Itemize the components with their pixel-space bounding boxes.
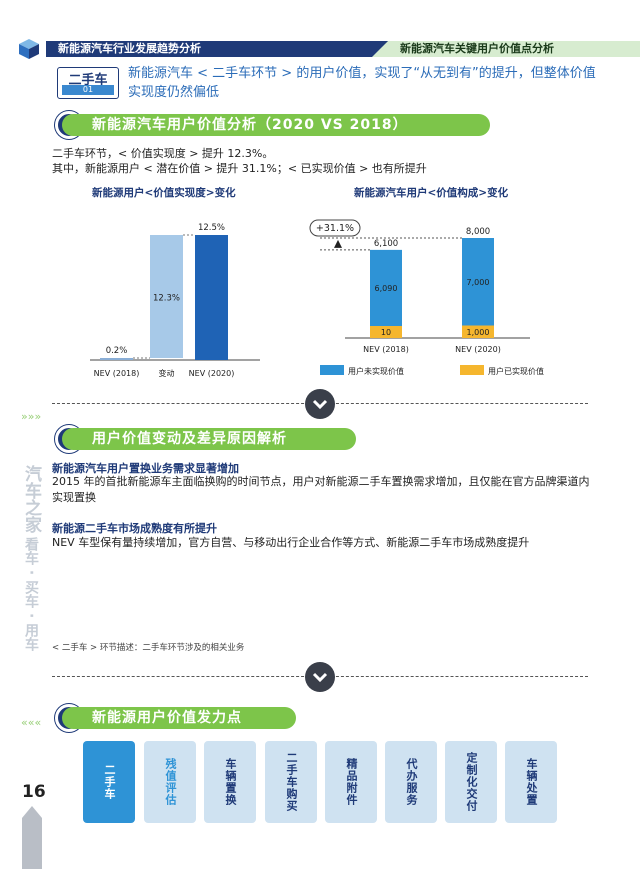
chart1-title: 新能源用户<价值实现度>变化 [92,187,236,199]
value-point-label: 精品附件 [345,758,358,806]
chart1-svg: 0.2% NEV (2018) 12.3% 变动 12.5% NEV (2020) [90,223,260,378]
reason1-text: 2015 年的首批新能源车主面临换购的时间节点，用户对新能源二手车置换需求增加，… [52,475,590,504]
badge-title: 二手车 [68,73,108,88]
side-slogan: 看车 · 买车 · 用车 [23,537,39,652]
section1-line1: 二手车环节，< 价值实现度 > 提升 12.3%。 [52,147,274,160]
chart2-unrealized-label: 7,000 [467,278,490,287]
value-point-box[interactable]: 代办服务 [385,741,437,823]
chart2-svg: 10 6,090 6,100 NEV (2018) 1,000 7,000 8,000 NEV… [309,219,544,376]
value-point-label: 二手车购买 [285,752,298,812]
reason2-title: 新能源二手车市场成熟度有所提升 [52,522,217,535]
chevron-down-icon [305,389,335,419]
value-point-label: 车辆置换 [224,758,237,806]
section3-title: 新能源用户价值发力点 [62,707,296,729]
chevron-down-icon [305,662,335,692]
annotation-pill [309,219,361,237]
chart1-value-label: 12.3% [153,294,180,304]
chart2-total-label: 6,100 [374,239,398,249]
value-point-box[interactable]: 残值评估 [144,741,196,823]
chart1-value-label: 12.5% [198,223,225,233]
value-point-box[interactable]: 二手车 [83,741,135,823]
chart2-category-label: NEV (2018) [363,345,409,354]
footnote: < 二手车 > 环节描述：二手车环节涉及的相关业务 [52,643,245,653]
intro-text: 新能源汽车 < 二手车环节 > 的用户价值，实现了“从无到有”的提升，但整体价值… [128,66,596,100]
reason2-text: NEV 车型保有量持续增加，官方自营、与移动出行企业合作等方式、新能源二手车市场… [52,536,530,549]
chart1-bar [100,358,133,360]
chart2-annotation: +31.1% [316,223,354,234]
section2-title: 用户价值变动及差异原因解析 [62,428,356,450]
section-badge: 二手车 01 [57,67,119,99]
header-left-title: 新能源汽车行业发展趋势分析 [46,41,394,57]
reason1-title: 新能源汽车用户置换业务需求显著增加 [52,462,239,475]
section1-line2: 其中，新能源用户 < 潜在价值 > 提升 31.1%；< 已实现价值 > 也有所… [52,162,427,175]
side-chevrons-icon: »»» [21,410,42,423]
chart1-category-label: 变动 [159,368,175,378]
legend-label: 用户已实现价值 [488,366,544,376]
chart1-category-label: NEV (2020) [189,369,235,378]
side-chevrons-icon: ««« [21,716,42,729]
chart2-total-label: 8,000 [466,227,490,237]
legend-label: 用户未实现价值 [348,366,404,376]
side-brand-name: 汽车之家 [21,465,41,533]
page-tab [22,806,42,869]
value-point-box[interactable]: 二手车购买 [265,741,317,823]
chart2-bar-unrealized [462,238,494,326]
chart2-bar-realized [462,325,494,338]
chart2-bar-unrealized [370,249,402,326]
up-arrow-icon [334,239,342,248]
cube-logo-icon [18,38,40,60]
chart1-bar [195,235,228,360]
legend-swatch-unrealized [320,365,344,375]
value-point-label: 残值评估 [164,758,177,806]
value-point-label: 定制化交付 [465,752,478,812]
chart1-value-label: 0.2% [106,346,128,356]
chart2-title: 新能源汽车用户<价值构成>变化 [354,187,509,199]
section1-title: 新能源汽车用户价值分析（2020 VS 2018） [62,114,490,136]
page-number: 16 [22,782,46,802]
value-point-box[interactable]: 精品附件 [325,741,377,823]
header-right-title: 新能源汽车关键用户价值点分析 [372,41,640,57]
chart1-category-label: NEV (2018) [94,369,140,378]
chart2-category-label: NEV (2020) [455,345,501,354]
value-point-box[interactable]: 车辆置换 [204,741,256,823]
chart2-realized-label: 1,000 [467,328,490,337]
chart1-bar [150,235,183,358]
side-brand: 汽车之家 看车 · 买车 · 用车 [20,465,42,651]
badge-number: 01 [62,85,114,95]
value-point-box[interactable]: 定制化交付 [445,741,497,823]
chart2-bar-realized [370,326,402,338]
legend-swatch-realized [460,365,484,375]
value-point-label: 车辆处置 [525,758,538,806]
chart2-realized-label: 10 [381,328,391,337]
value-point-box[interactable]: 车辆处置 [505,741,557,823]
value-point-label: 代办服务 [405,758,418,806]
value-point-label: 二手车 [103,764,116,800]
chart2-unrealized-label: 6,090 [375,284,398,293]
